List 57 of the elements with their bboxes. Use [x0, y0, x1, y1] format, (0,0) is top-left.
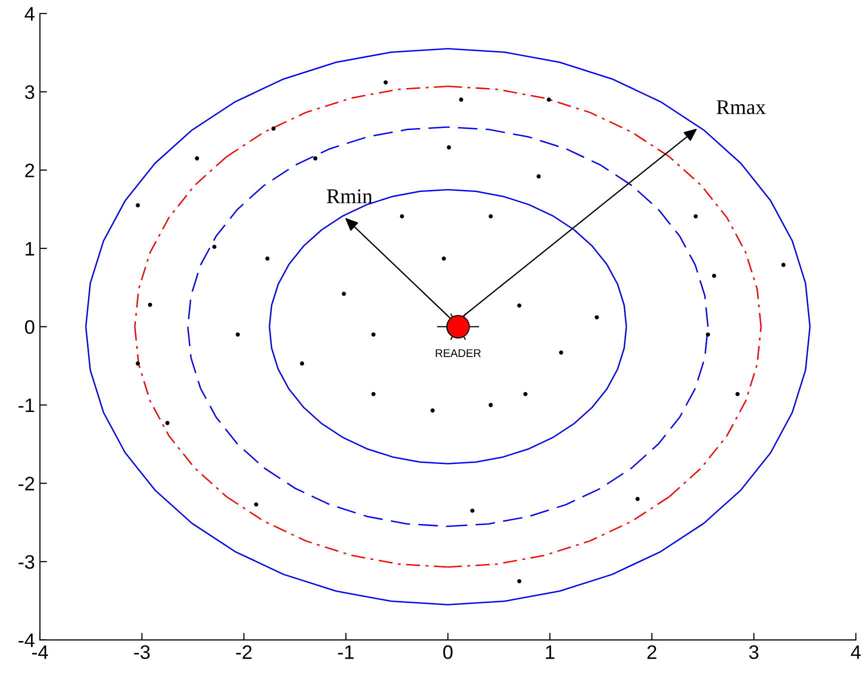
annotation: READER — [436, 349, 481, 357]
point — [442, 256, 446, 261]
y-tick-label: 3 — [24, 85, 34, 100]
y-tick-label: 0 — [25, 320, 34, 334]
y-tick-label: -4 — [18, 634, 34, 647]
y-tick-label: 4 — [24, 7, 34, 21]
point — [712, 274, 716, 278]
x-tick-label: -2 — [236, 645, 252, 659]
point — [523, 392, 528, 396]
point — [300, 361, 304, 366]
point — [400, 214, 404, 218]
x-tick-label: 1 — [546, 645, 554, 659]
point — [371, 392, 376, 396]
y-tick-label: -3 — [18, 555, 34, 569]
x-tick-label: -1 — [338, 645, 354, 659]
point — [536, 174, 541, 178]
annotation: Rmax — [716, 100, 766, 114]
point — [706, 332, 710, 337]
point — [781, 262, 786, 267]
x-tick-label: 4 — [850, 645, 861, 659]
point — [148, 302, 152, 307]
point — [517, 579, 522, 584]
point — [517, 303, 522, 308]
point — [194, 156, 200, 160]
x-tick-label: 3 — [749, 645, 758, 660]
annotation: Rmin — [326, 189, 372, 204]
point — [236, 332, 240, 337]
point — [446, 145, 451, 150]
x-tick-label: 2 — [647, 645, 656, 659]
point — [265, 256, 270, 261]
x-tick-label: -3 — [134, 645, 150, 660]
point — [165, 420, 170, 426]
point — [136, 203, 140, 208]
point — [470, 508, 474, 513]
point — [254, 502, 258, 507]
point — [546, 98, 551, 102]
point — [371, 332, 376, 337]
x-tick-label: 0 — [443, 645, 453, 660]
point — [271, 126, 276, 131]
point — [694, 214, 698, 218]
y-tick-label: 2 — [25, 164, 34, 178]
point — [594, 315, 599, 320]
y-tick-label: 1 — [26, 242, 34, 256]
point — [459, 98, 464, 102]
point — [384, 80, 388, 84]
point — [430, 408, 435, 413]
point — [636, 496, 640, 502]
point — [488, 214, 493, 218]
point — [313, 156, 318, 160]
y-tick-label: -1 — [18, 398, 34, 412]
point — [559, 350, 564, 355]
y-tick-label: -2 — [18, 476, 34, 490]
point — [342, 292, 346, 296]
point — [212, 244, 216, 249]
point — [735, 392, 740, 396]
point — [488, 402, 493, 408]
point — [136, 361, 140, 366]
